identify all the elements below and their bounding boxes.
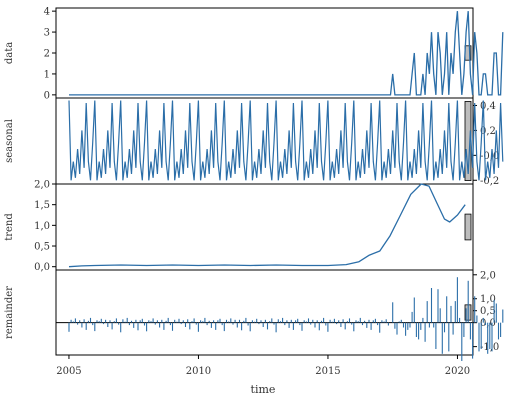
y-tick-label: 0,5 [34, 242, 50, 253]
trend-line [68, 183, 466, 268]
y-axis-data: 0 1 2 3 4 [44, 7, 56, 101]
panel-frame-trend [55, 183, 474, 271]
y-tick-label: 4 [44, 7, 50, 18]
series-trend [68, 183, 466, 268]
series-seasonal [68, 100, 504, 181]
y-tick-label: 2,0 [480, 270, 496, 281]
y-tick-label: 0,4 [480, 101, 496, 112]
data-line [69, 11, 504, 96]
panel-label-trend: trend [4, 213, 15, 241]
panel-seasonal: -0,2 -0,0 0,2 0,4 seasonal [4, 97, 504, 187]
y-tick-label: 3 [44, 28, 50, 39]
panel-label-seasonal: seasonal [4, 119, 15, 163]
series-data [69, 11, 504, 96]
y-tick-label: 2 [44, 49, 50, 60]
x-axis: 2005 2010 2015 2020 [56, 355, 470, 377]
y-tick-label: 0,5 [480, 306, 496, 317]
y-tick-label: -0,2 [480, 176, 499, 187]
y-tick-label: 0 [44, 90, 50, 101]
panel-data: 0 1 2 3 4 data [4, 7, 504, 101]
y-tick-label: 1,0 [34, 221, 50, 232]
y-tick-label: 0,0 [34, 262, 50, 273]
y-tick-label: 1,0 [480, 294, 496, 305]
x-tick-label: 2015 [315, 366, 340, 377]
series-remainder [56, 277, 504, 361]
x-tick-label: 2005 [56, 366, 81, 377]
y-tick-label: -0,0 [480, 151, 499, 162]
panels-layer: 01234data-0,2-0,00,20,4seasonal0,00,51,0… [4, 7, 504, 361]
y-tick-label: 1,5 [34, 200, 50, 211]
panel-label-data: data [4, 42, 15, 64]
x-axis-label: time [251, 383, 276, 396]
x-tick-label: 2020 [445, 366, 470, 377]
y-axis-remainder: -1,00,00,51,02,0 [473, 270, 499, 353]
range-bar-trend [464, 213, 472, 241]
panel-frame-remainder [55, 269, 474, 356]
y-tick-label: 0,2 [480, 126, 496, 137]
x-tick-label: 2010 [186, 366, 211, 377]
y-axis-trend: 0,0 0,5 1,0 1,5 2,0 [34, 180, 56, 273]
y-tick-label: 2,0 [34, 180, 50, 191]
panel-trend: 0,0 0,5 1,0 1,5 2,0 trend [4, 180, 474, 273]
y-tick-label: 1 [44, 69, 50, 80]
seasonal-line [68, 100, 504, 181]
panel-label-remainder: remainder [4, 286, 15, 339]
